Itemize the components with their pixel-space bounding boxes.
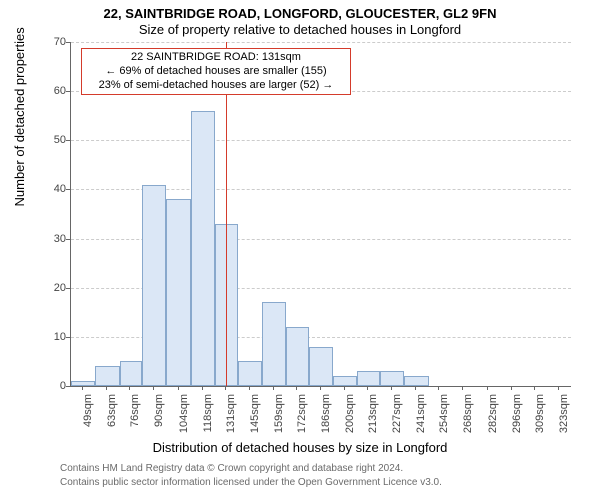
- histogram-bar: [286, 327, 309, 386]
- xtick-label: 282sqm: [487, 394, 499, 440]
- xtick-label: 104sqm: [178, 394, 190, 440]
- xtick-label: 90sqm: [153, 394, 165, 440]
- xtick-label: 145sqm: [249, 394, 261, 440]
- xtick-label: 63sqm: [106, 394, 118, 440]
- xtick-label: 323sqm: [558, 394, 570, 440]
- ytick-label: 70: [36, 36, 66, 48]
- xtick-label: 172sqm: [296, 394, 308, 440]
- ytick-label: 10: [36, 331, 66, 343]
- histogram-bar: [191, 111, 215, 386]
- histogram-bar: [380, 371, 404, 386]
- xtick-label: 309sqm: [534, 394, 546, 440]
- xtick-label: 296sqm: [511, 394, 523, 440]
- histogram-bar: [142, 185, 166, 386]
- annotation-line1: 22 SAINTBRIDGE ROAD: 131sqm: [88, 51, 344, 65]
- gridline: [71, 140, 571, 141]
- x-axis-label: Distribution of detached houses by size …: [0, 440, 600, 455]
- footer-line2: Contains public sector information licen…: [60, 476, 580, 489]
- annotation-line2: ← 69% of detached houses are smaller (15…: [88, 65, 344, 79]
- gridline: [71, 42, 571, 43]
- chart-title-address: 22, SAINTBRIDGE ROAD, LONGFORD, GLOUCEST…: [0, 6, 600, 21]
- histogram-bar: [71, 381, 95, 386]
- xtick-label: 254sqm: [438, 394, 450, 440]
- chart-title-desc: Size of property relative to detached ho…: [0, 22, 600, 37]
- histogram-bar: [95, 366, 119, 386]
- xtick-label: 186sqm: [320, 394, 332, 440]
- xtick-label: 227sqm: [391, 394, 403, 440]
- y-axis-label: Number of detached properties: [12, 27, 27, 206]
- xtick-label: 76sqm: [129, 394, 141, 440]
- xtick-label: 213sqm: [367, 394, 379, 440]
- histogram-bar: [120, 361, 143, 386]
- xtick-label: 200sqm: [344, 394, 356, 440]
- annotation-box: 22 SAINTBRIDGE ROAD: 131sqm ← 69% of det…: [81, 48, 351, 95]
- histogram-bar: [262, 302, 286, 386]
- xtick-label: 268sqm: [462, 394, 474, 440]
- container: { "title_line1": "22, SAINTBRIDGE ROAD, …: [0, 0, 600, 500]
- histogram-bar: [404, 376, 428, 386]
- ytick-label: 40: [36, 183, 66, 195]
- plot-area: 22 SAINTBRIDGE ROAD: 131sqm ← 69% of det…: [70, 42, 571, 387]
- xtick-label: 131sqm: [225, 394, 237, 440]
- xtick-label: 241sqm: [415, 394, 427, 440]
- annotation-line3: 23% of semi-detached houses are larger (…: [88, 79, 344, 93]
- ytick-label: 0: [36, 380, 66, 392]
- histogram-bar: [309, 347, 333, 386]
- footer-line1: Contains HM Land Registry data © Crown c…: [60, 462, 580, 475]
- ytick-label: 30: [36, 233, 66, 245]
- ytick-label: 50: [36, 134, 66, 146]
- histogram-bar: [238, 361, 262, 386]
- ytick-label: 60: [36, 85, 66, 97]
- xtick-label: 49sqm: [82, 394, 94, 440]
- ytick-label: 20: [36, 282, 66, 294]
- histogram-bar: [357, 371, 380, 386]
- xtick-label: 118sqm: [202, 394, 214, 440]
- histogram-bar: [166, 199, 190, 386]
- histogram-bar: [333, 376, 357, 386]
- xtick-label: 159sqm: [273, 394, 285, 440]
